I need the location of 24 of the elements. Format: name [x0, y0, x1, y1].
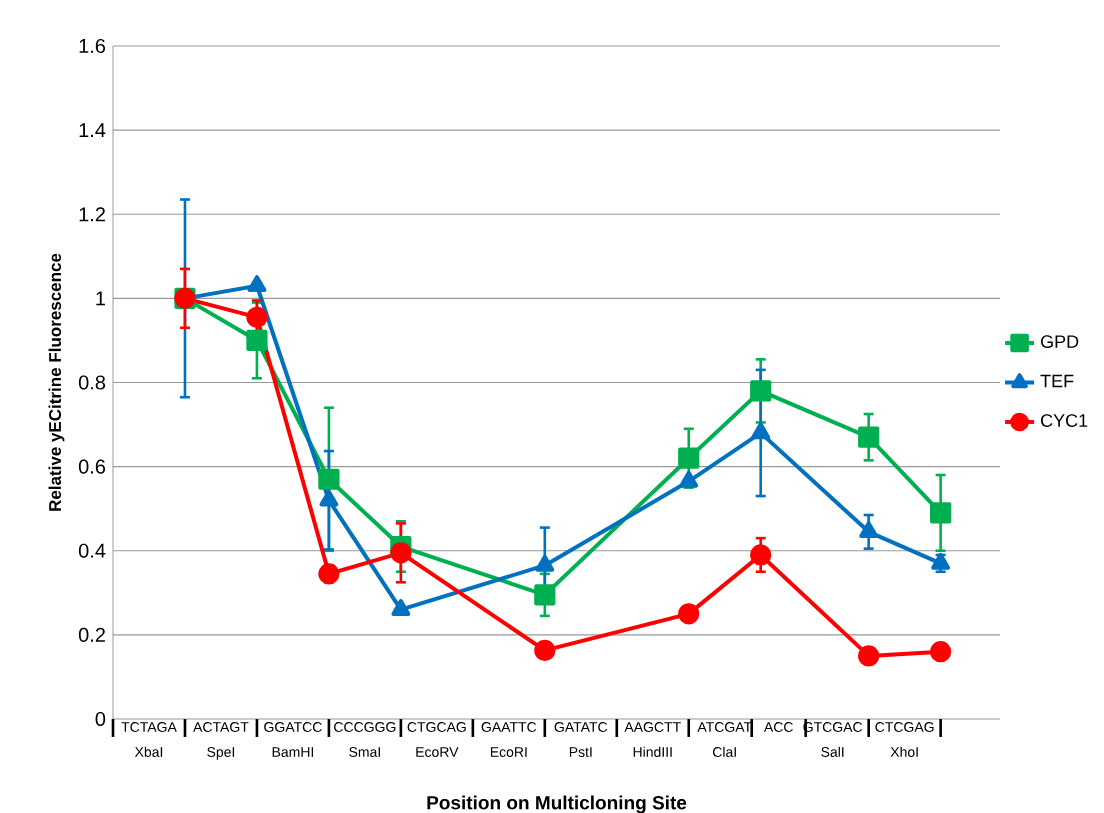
y-tick-label: 1 [96, 291, 105, 306]
x-tick-label: AAGCTT HindIII [624, 722, 681, 757]
legend-label: TEF [1040, 374, 1074, 388]
y-tick-label: 0.2 [78, 627, 105, 642]
y-tick-label: 1.4 [79, 123, 106, 137]
x-axis-title: Position on Multicloning Site [427, 795, 687, 813]
y-tick-label: 0.6 [78, 459, 106, 474]
x-tick-label: CCCGGG SmaI [334, 722, 396, 757]
x-tick-label: CTCGAG XhoI [875, 722, 934, 757]
legend-label: GPD [1041, 335, 1079, 348]
x-tick-label: ACC [763, 722, 793, 732]
x-tick-label: GGATCC BamHI [264, 722, 322, 757]
x-tick-label: TCTAGA XbaI [121, 722, 177, 757]
x-tick-label: GAATTC EcoRI [481, 722, 537, 757]
x-tick-label: GATATC PstI [554, 722, 608, 757]
y-tick-label: 1.2 [79, 207, 105, 222]
y-tick-label: 0 [95, 711, 106, 727]
x-tick-label: CTGCAG EcoRV [407, 722, 466, 757]
y-tick-label: 1.6 [79, 38, 106, 54]
y-axis-title: Relative yECitrine Fluorescence [48, 253, 65, 511]
y-tick-label: 0.4 [78, 543, 106, 558]
legend-label: CYC1 [1041, 414, 1088, 427]
x-tick-label: ACTAGT SpeI [193, 722, 249, 760]
y-tick-label: 0.8 [78, 375, 106, 390]
